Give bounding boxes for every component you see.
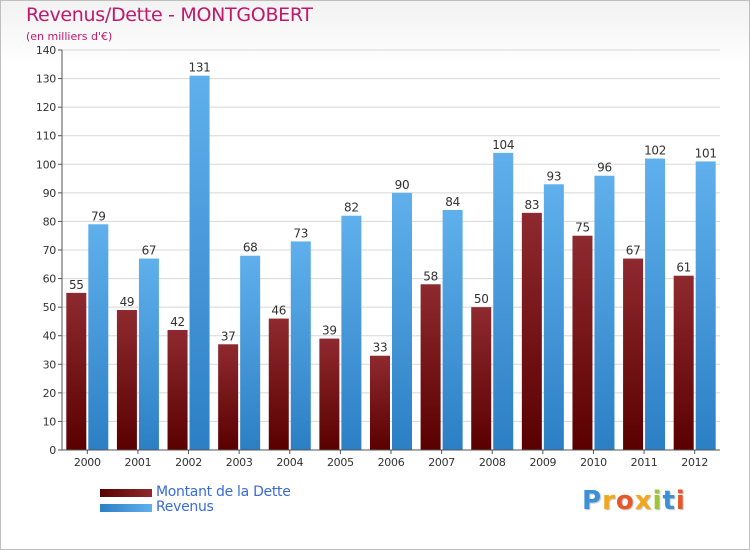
logo-letter: o: [615, 486, 635, 516]
revenus-bar: [695, 161, 716, 450]
y-tick-label: 120: [36, 101, 56, 114]
logo-letter: i: [675, 486, 686, 516]
debt-bar: [319, 338, 340, 450]
proxiti-logo: Proxiti: [582, 486, 686, 516]
revenus-bar: [594, 175, 615, 450]
x-tick-label: 2005: [327, 456, 354, 469]
revenus-bar: [442, 210, 463, 450]
x-tick-label: 2003: [226, 456, 253, 469]
logo-letter: r: [602, 486, 616, 516]
revenus-value-label: 84: [445, 195, 460, 209]
x-tick-label: 2011: [631, 456, 658, 469]
debt-bar: [420, 284, 441, 450]
y-tick-label: 140: [36, 44, 56, 57]
revenus-value-label: 93: [547, 169, 562, 183]
legend-swatch-debt: [100, 489, 152, 497]
debt-bar: [218, 344, 239, 450]
revenus-value-label: 79: [91, 209, 106, 223]
chart-title: Revenus/Dette - MONTGOBERT: [26, 4, 313, 26]
debt-bar: [167, 330, 188, 450]
debt-bar: [673, 275, 694, 450]
revenus-bar: [493, 152, 514, 450]
debt-bar: [268, 318, 289, 450]
y-tick-label: 90: [43, 187, 57, 200]
revenus-value-label: 82: [344, 201, 359, 215]
revenus-value-label: 101: [695, 146, 717, 160]
x-tick-label: 2008: [479, 456, 506, 469]
revenus-value-label: 96: [597, 161, 612, 175]
revenus-value-label: 90: [395, 178, 410, 192]
debt-value-label: 75: [575, 221, 590, 235]
axis-layer: 0 10 20 30 40 50 60 70 80 90 100 110 120 130 140 2000 20…: [36, 44, 720, 469]
bars-layer: 55 79 49 67 42 131 37 68 46 73 39 82 33 90 58 84 50 104 83…: [66, 61, 717, 451]
y-tick-label: 70: [43, 244, 57, 257]
debt-bar: [572, 235, 593, 450]
grid-layer: [62, 49, 720, 451]
revenus-bar: [543, 184, 564, 451]
x-tick-label: 2006: [378, 456, 405, 469]
revenus-bar: [290, 241, 311, 450]
revenus-bar: [341, 215, 362, 450]
debt-bar: [471, 307, 492, 450]
logo-letter: x: [634, 486, 653, 516]
x-tick-label: 2009: [529, 456, 556, 469]
logo-letter: P: [582, 486, 603, 516]
y-tick-label: 110: [36, 130, 56, 143]
logo-letter: t: [662, 486, 676, 516]
revenus-value-label: 73: [293, 226, 308, 240]
y-tick-label: 30: [43, 358, 57, 371]
debt-value-label: 39: [322, 324, 337, 338]
debt-value-label: 46: [271, 304, 286, 318]
revenus-value-label: 104: [492, 138, 514, 152]
revenus-value-label: 131: [189, 61, 211, 75]
y-tick-label: 10: [43, 415, 57, 428]
debt-value-label: 55: [69, 278, 84, 292]
legend-label-debt: Montant de la Dette: [156, 484, 291, 500]
debt-value-label: 58: [423, 269, 438, 283]
chart-subtitle: (en milliers d'€): [26, 30, 113, 43]
revenus-value-label: 68: [243, 241, 258, 255]
x-tick-label: 2002: [175, 456, 202, 469]
revenus-bar: [88, 224, 109, 450]
x-tick-label: 2010: [580, 456, 607, 469]
x-tick-label: 2001: [125, 456, 152, 469]
legend-swatch-revenus: [100, 504, 152, 512]
y-tick-label: 60: [43, 273, 57, 286]
revenus-bar: [392, 192, 412, 450]
x-tick-label: 2000: [74, 456, 101, 469]
debt-value-label: 37: [221, 329, 236, 343]
debt-bar: [623, 258, 644, 450]
debt-bar: [66, 292, 87, 450]
y-tick-label: 40: [43, 330, 57, 343]
revenus-value-label: 102: [644, 144, 666, 158]
revenus-bar: [138, 258, 159, 450]
debt-bar: [521, 212, 542, 450]
debt-value-label: 83: [525, 198, 540, 212]
revenus-bar: [189, 75, 210, 450]
debt-value-label: 50: [474, 292, 489, 306]
debt-value-label: 49: [120, 295, 135, 309]
x-tick-label: 2004: [276, 456, 303, 469]
legend-label-revenus: Revenus: [156, 499, 214, 515]
y-tick-label: 100: [36, 158, 56, 171]
y-tick-label: 50: [43, 301, 57, 314]
x-tick-label: 2007: [428, 456, 455, 469]
y-tick-label: 20: [43, 387, 57, 400]
debt-value-label: 42: [170, 315, 185, 329]
revenus-bar: [645, 158, 666, 451]
x-tick-label: 2012: [681, 456, 708, 469]
debt-value-label: 67: [626, 244, 641, 258]
y-tick-label: 80: [43, 215, 57, 228]
debt-value-label: 61: [676, 261, 691, 275]
logo-letter: i: [652, 486, 663, 516]
debt-value-label: 33: [373, 341, 388, 355]
revenus-value-label: 67: [142, 244, 157, 258]
revenus-bar: [240, 255, 261, 450]
debt-bar: [116, 310, 137, 450]
y-tick-label: 0: [49, 444, 56, 457]
debt-bar: [370, 355, 390, 450]
y-tick-label: 130: [36, 73, 56, 86]
